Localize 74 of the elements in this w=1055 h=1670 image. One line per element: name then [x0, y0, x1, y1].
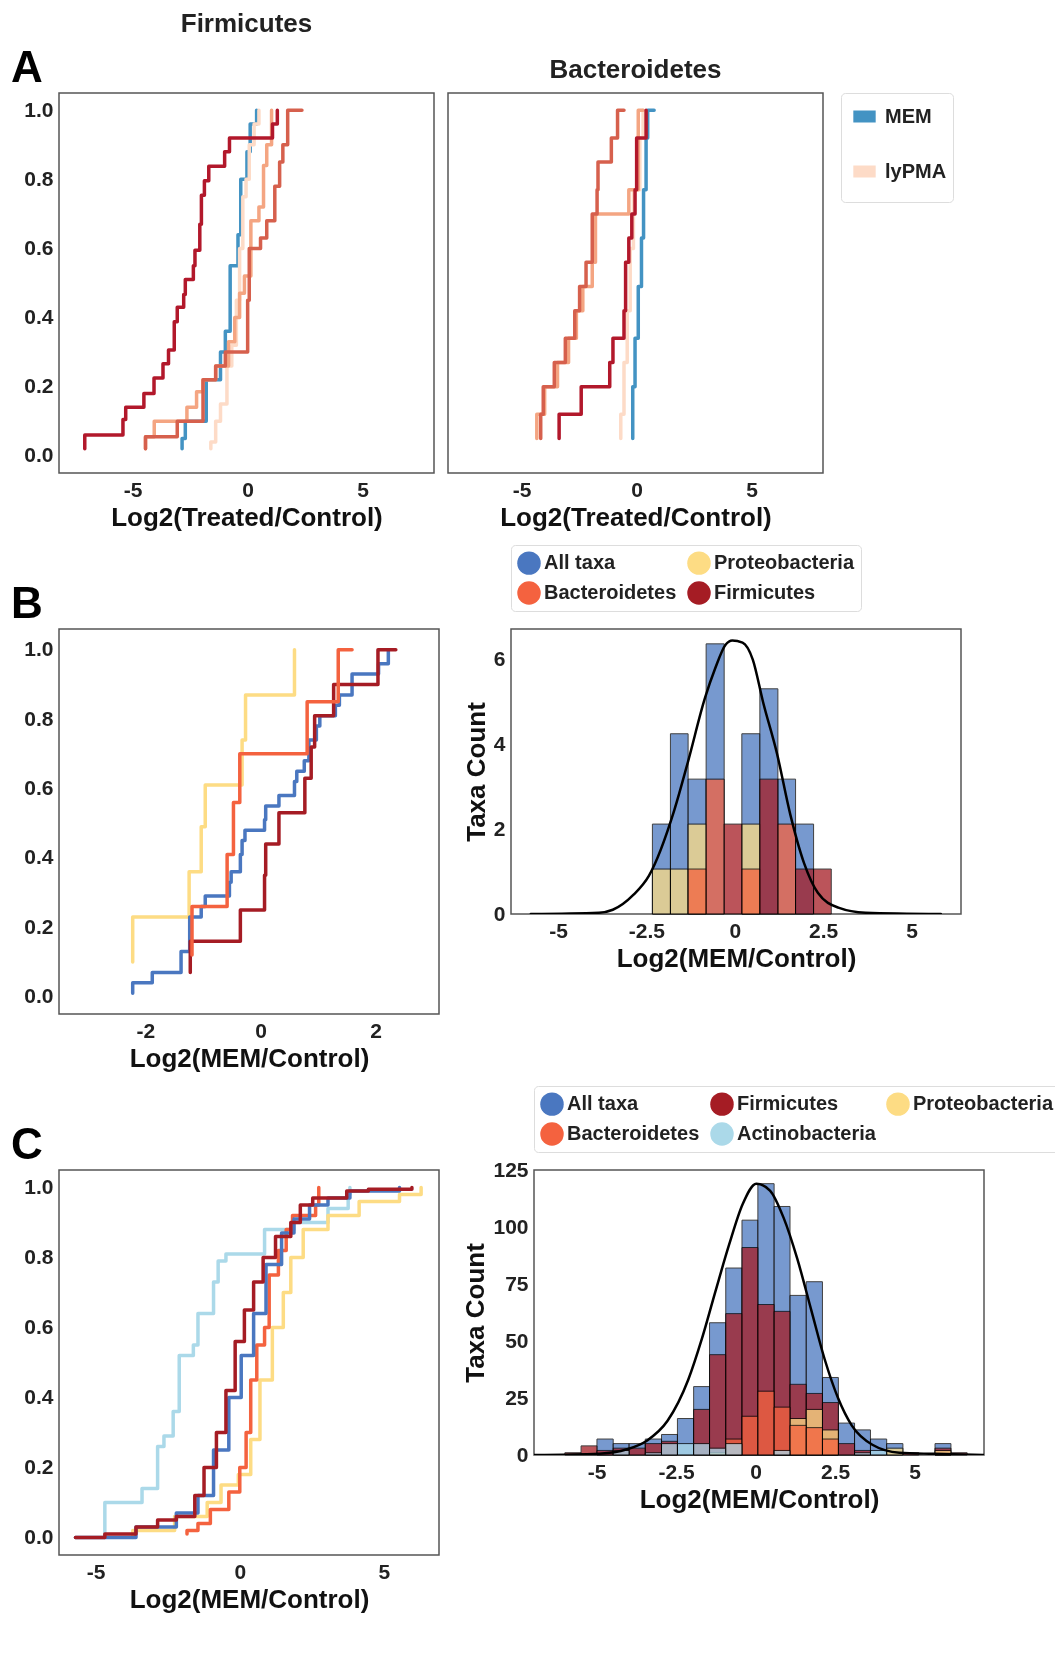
- text: A: [11, 42, 43, 91]
- legend-label: MEM: [885, 104, 932, 127]
- y-tick-label: 2: [493, 816, 506, 840]
- y-tick-label: 0.2: [24, 914, 54, 938]
- legend-label: All taxa: [544, 551, 617, 574]
- y-axis-title: Taxa Count: [460, 1242, 491, 1383]
- y-tick-label: 0.0: [24, 443, 54, 467]
- x-tick-label: -2: [136, 1018, 156, 1042]
- x-tick-label: 0: [242, 477, 254, 501]
- x-tick-label: 0: [729, 918, 742, 942]
- legend-label: Bacteroidetes: [567, 1122, 700, 1144]
- x-tick-label: 5: [906, 918, 919, 942]
- y-tick-label: 6: [493, 647, 506, 671]
- y-tick-label: 0.2: [24, 374, 54, 398]
- x-tick-label: -5: [123, 477, 143, 501]
- legend-label: Proteobacteria: [714, 551, 855, 574]
- legend-label: Bacteroidetes: [544, 581, 677, 603]
- y-tick-label: 0.6: [24, 1315, 54, 1338]
- y-tick-label: 0.0: [24, 1525, 54, 1548]
- x-tick-label: 5: [746, 477, 759, 501]
- legend-label: Firmicutes: [737, 1092, 839, 1115]
- x-tick-label: 0: [750, 1459, 762, 1483]
- x-tick-label: -2.5: [628, 918, 666, 942]
- legend-label: lyPMA: [885, 159, 947, 182]
- y-tick-label: 4: [493, 731, 506, 755]
- x-axis-title: Log2(Treated/Control): [111, 501, 383, 532]
- y-tick-label: 1.0: [24, 1175, 54, 1198]
- y-tick-label: 0.4: [24, 305, 54, 329]
- x-tick-label: 2: [370, 1018, 383, 1042]
- x-axis-title: Log2(MEM/Control): [616, 942, 857, 973]
- x-tick-label: -5: [86, 1559, 106, 1583]
- x-axis-title: Log2(MEM/Control): [129, 1583, 370, 1614]
- y-tick-label: 100: [493, 1214, 529, 1238]
- x-tick-label: 0: [631, 477, 643, 501]
- y-tick-label: 0.0: [24, 984, 54, 1008]
- y-tick-label: 0.4: [24, 845, 54, 869]
- x-axis-title: Log2(MEM/Control): [639, 1483, 880, 1514]
- y-tick-label: 0.6: [24, 776, 54, 800]
- y-tick-label: 125: [493, 1157, 529, 1181]
- x-tick-label: -5: [587, 1459, 607, 1483]
- y-tick-label: 1.0: [24, 637, 54, 661]
- y-tick-label: 0.2: [24, 1455, 54, 1478]
- x-tick-label: 5: [357, 477, 370, 501]
- legend-label: Firmicutes: [714, 581, 816, 603]
- x-axis-title: Log2(Treated/Control): [500, 501, 772, 532]
- y-tick-label: 25: [505, 1385, 529, 1409]
- y-tick-label: 0.4: [24, 1385, 54, 1408]
- y-tick-label: 75: [505, 1271, 529, 1295]
- x-tick-label: 2.5: [821, 1459, 851, 1483]
- x-tick-label: 5: [909, 1459, 922, 1483]
- legend-label: All taxa: [567, 1092, 640, 1115]
- x-tick-label: -5: [512, 477, 532, 501]
- x-tick-label: -2.5: [658, 1459, 696, 1483]
- y-tick-label: 50: [505, 1328, 529, 1352]
- x-tick-label: 0: [255, 1018, 267, 1042]
- legend-label: Proteobacteria: [913, 1092, 1054, 1115]
- text: B: [11, 578, 43, 627]
- chart-title: Firmicutes: [180, 8, 313, 38]
- chart-title: Bacteroidetes: [549, 53, 722, 84]
- y-tick-label: 0.8: [24, 166, 54, 190]
- y-tick-label: 0: [493, 901, 506, 925]
- y-tick-label: 0.8: [24, 706, 54, 730]
- x-tick-label: 2.5: [809, 918, 839, 942]
- x-axis-title: Log2(MEM/Control): [129, 1042, 370, 1073]
- x-tick-label: 5: [378, 1559, 391, 1583]
- x-tick-label: 0: [234, 1559, 247, 1583]
- legend-label: Actinobacteria: [737, 1122, 877, 1144]
- y-tick-label: 0.8: [24, 1245, 54, 1268]
- x-tick-label: -5: [549, 918, 569, 942]
- y-tick-label: 1.0: [24, 97, 54, 121]
- y-tick-label: 0.6: [24, 235, 54, 259]
- y-axis-title: Taxa Count: [460, 701, 491, 842]
- y-tick-label: 0: [516, 1442, 529, 1466]
- text: C: [11, 1119, 43, 1168]
